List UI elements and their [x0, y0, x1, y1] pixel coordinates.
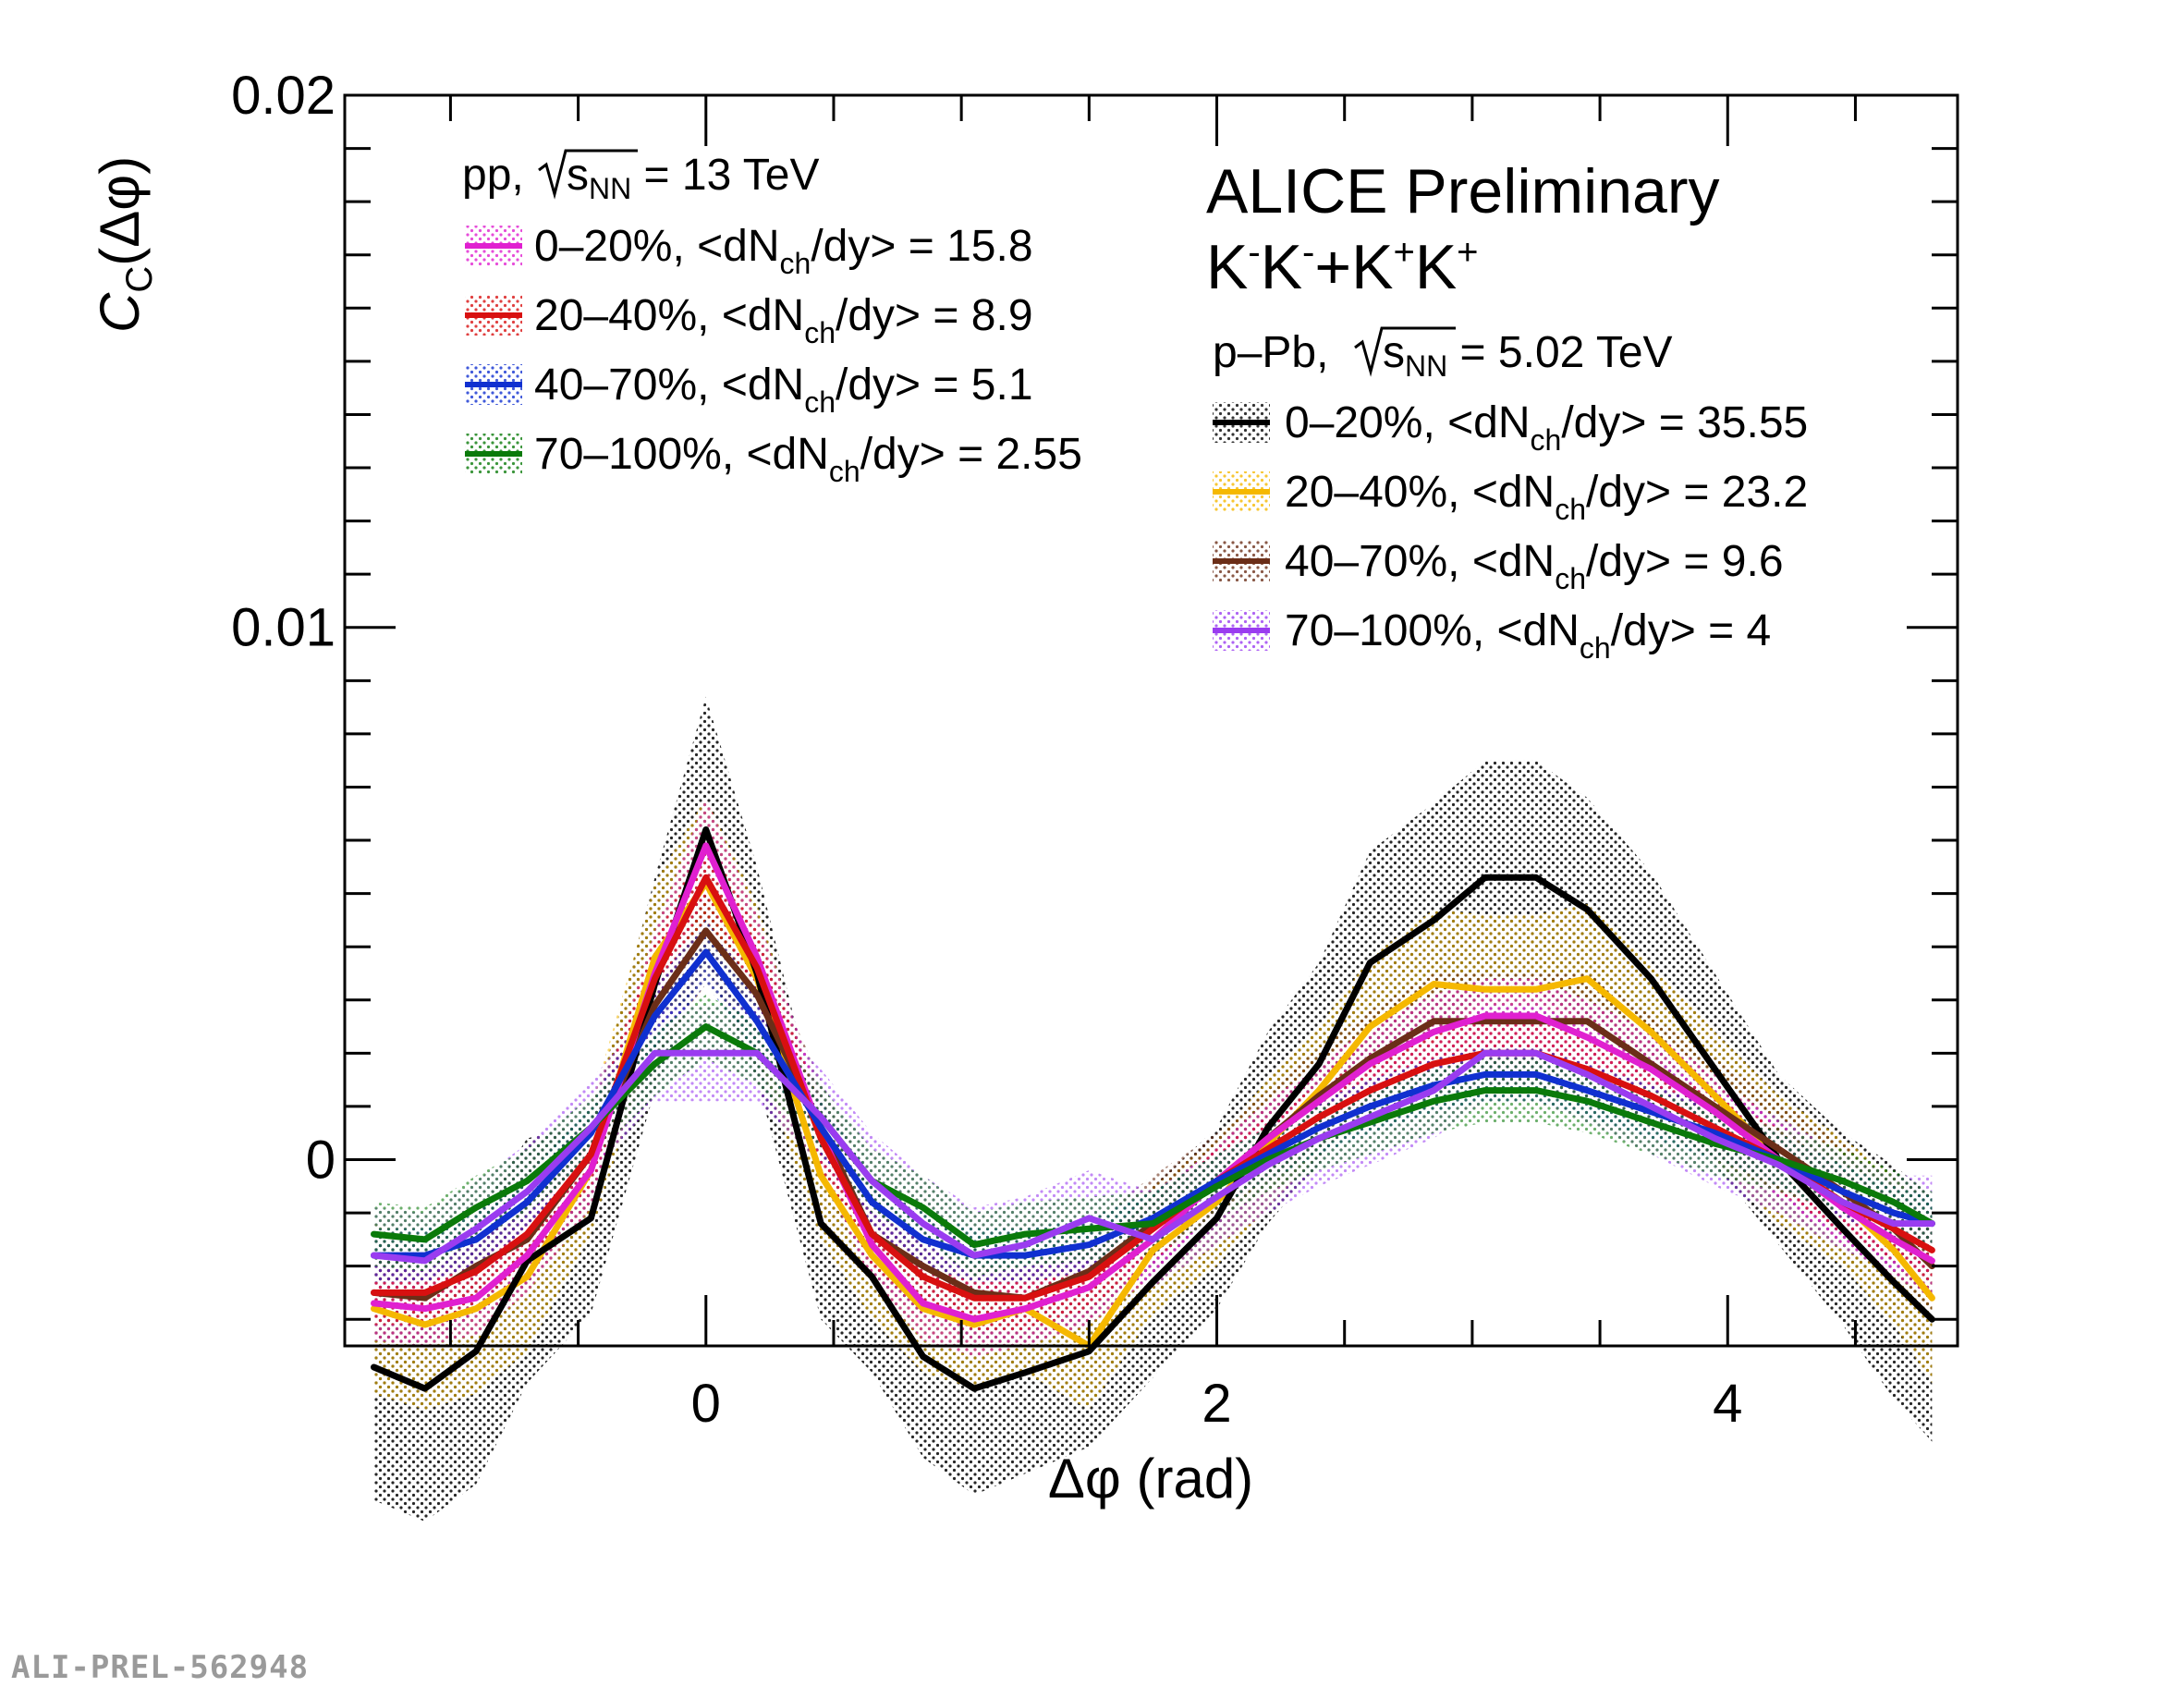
line-p-pb-70-100- — [371, 1049, 1935, 1265]
line-pp-20-40- — [371, 874, 1935, 1302]
y-tick-label: 0 — [306, 1130, 336, 1190]
legend-label: 0–20%, <dNch/dy> = 15.8 — [534, 222, 1033, 280]
x-tick-label: 2 — [1202, 1374, 1231, 1434]
series-lines — [371, 826, 1935, 1392]
line-pp-70-100- — [371, 1023, 1935, 1249]
legend-label: 70–100%, <dNch/dy> = 2.55 — [534, 430, 1082, 488]
sqrt-sign — [1354, 326, 1456, 377]
svg-text:sNN = 5.02 TeV: sNN = 5.02 TeV — [1383, 328, 1673, 383]
band-p-pb-0-20- — [373, 696, 1933, 1522]
axis-tick-labels: 0 0.01 0.02 0 2 4 — [231, 66, 1742, 1434]
legend-label: 40–70%, <dNch/dy> = 9.6 — [1285, 537, 1784, 595]
legend-entry: 20–40%, <dNch/dy> = 8.9 — [465, 291, 1033, 349]
x-tick-label: 0 — [691, 1374, 721, 1434]
svg-text:CC(Δφ): CC(Δφ) — [89, 156, 160, 333]
legend-entry: 0–20%, <dNch/dy> = 35.55 — [1213, 398, 1808, 457]
x-tick-label: 4 — [1713, 1374, 1742, 1434]
band-pp-70-100- — [373, 995, 1933, 1277]
legend-label: 20–40%, <dNch/dy> = 23.2 — [1285, 468, 1808, 526]
uncertainty-bands — [373, 696, 1933, 1522]
preliminary-id-watermark: ALI-PREL-562948 — [11, 1649, 310, 1686]
legend-entry: 0–20%, <dNch/dy> = 15.8 — [465, 222, 1033, 280]
svg-text:pp,: pp, — [462, 151, 524, 200]
y-axis-label: CC(Δφ) — [89, 156, 160, 333]
legend-entry: 40–70%, <dNch/dy> = 5.1 — [465, 361, 1033, 419]
legend-entry: 70–100%, <dNch/dy> = 2.55 — [465, 430, 1082, 488]
axis-ticks — [345, 93, 1958, 1346]
legend-ppb-header: p–Pb, sNN = 5.02 TeV — [1213, 326, 1673, 383]
y-tick-label: 0.01 — [231, 598, 336, 658]
sqrt-sign — [538, 149, 638, 200]
experiment-label: ALICE Preliminary — [1206, 156, 1720, 226]
svg-text:p–Pb,: p–Pb, — [1213, 328, 1328, 377]
legend-entry: 70–100%, <dNch/dy> = 4 — [1213, 606, 1771, 665]
legend-entry: 20–40%, <dNch/dy> = 23.2 — [1213, 468, 1808, 526]
y-tick-label: 0.02 — [231, 66, 336, 126]
legend-label: 70–100%, <dNch/dy> = 4 — [1285, 606, 1771, 665]
legend-label: 40–70%, <dNch/dy> = 5.1 — [534, 361, 1033, 419]
band-pp-20-40- — [373, 835, 1933, 1330]
band-pp-0-20- — [373, 798, 1933, 1357]
svg-text:sNN = 13 TeV: sNN = 13 TeV — [567, 151, 820, 205]
legend-label: 20–40%, <dNch/dy> = 8.9 — [534, 291, 1033, 349]
legend-label: 0–20%, <dNch/dy> = 35.55 — [1285, 398, 1808, 457]
legend-ppb: p–Pb, sNN = 5.02 TeV 0–20%, <dNch/dy> = … — [1213, 326, 1808, 665]
pair-label: K-K-+K+K+ — [1206, 232, 1479, 302]
plot-frame — [343, 93, 1959, 1348]
legend-pp: pp, sNN = 13 TeV 0–20%, <dNch/dy> = 15.8… — [462, 149, 1082, 488]
x-axis-label: Δφ (rad) — [1048, 1448, 1253, 1510]
legend-pp-header: pp, sNN = 13 TeV — [462, 149, 820, 205]
legend-entry: 40–70%, <dNch/dy> = 9.6 — [1213, 537, 1784, 595]
